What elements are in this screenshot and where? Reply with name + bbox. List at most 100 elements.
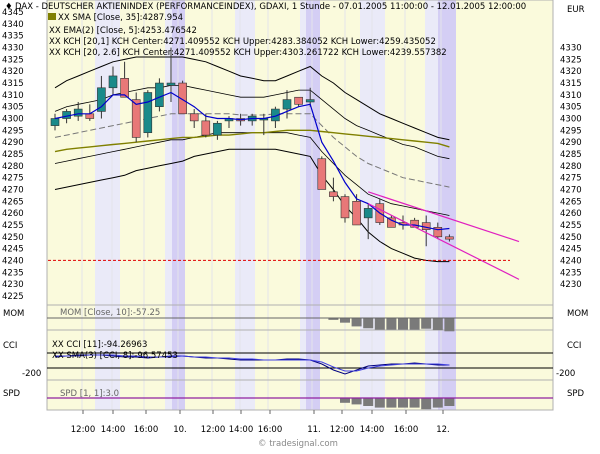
y-tick-left: 4340 bbox=[2, 20, 24, 30]
mom-bar bbox=[421, 318, 432, 329]
candle-body bbox=[108, 75, 118, 89]
spd-bar bbox=[398, 398, 408, 408]
x-tick-label: 12:00 bbox=[201, 425, 226, 435]
cci-sma-line bbox=[55, 354, 450, 372]
candle-body bbox=[155, 82, 164, 107]
y-tick-left: 4275 bbox=[2, 174, 24, 184]
pane-frames bbox=[46, 0, 554, 411]
mom-bar bbox=[386, 318, 397, 330]
y-tick-right: 4305 bbox=[560, 103, 582, 113]
y-tick-right: 4250 bbox=[560, 233, 582, 243]
spd-bar bbox=[351, 398, 362, 405]
chart-title: DAX - DEUTSCHER AKTIENINDEX (PERFORMANCE… bbox=[15, 2, 526, 12]
candle-body bbox=[305, 99, 315, 103]
x-tick-label: 12:00 bbox=[330, 425, 355, 435]
candle-body bbox=[178, 82, 187, 115]
cci-tick-left: -200 bbox=[22, 369, 41, 379]
mom-bar bbox=[409, 318, 420, 330]
spd-bar bbox=[363, 398, 374, 406]
candle-body bbox=[85, 113, 95, 119]
x-tick-label: 16:00 bbox=[258, 425, 283, 435]
y-tick-left: 4320 bbox=[2, 67, 24, 77]
y-tick-right: 4270 bbox=[560, 185, 582, 195]
y-tick-right: 4275 bbox=[560, 174, 582, 184]
candle-body bbox=[73, 108, 83, 117]
candle-body bbox=[329, 191, 338, 197]
candle-body bbox=[213, 122, 222, 136]
mom-label-right: MOM bbox=[567, 309, 588, 319]
candle-body bbox=[340, 196, 350, 219]
legend-sma: XX SMA [Close, 35]:4287.954 bbox=[58, 13, 183, 23]
y-tick-left: 4330 bbox=[2, 44, 24, 54]
x-tick-label: 10. bbox=[173, 425, 187, 435]
mom-bar bbox=[432, 318, 443, 331]
y-tick-right: 4320 bbox=[560, 67, 582, 77]
mom-bar bbox=[374, 318, 385, 330]
x-tick-label: 14:00 bbox=[360, 425, 385, 435]
y-tick-right: 4310 bbox=[560, 91, 582, 101]
mom-bar bbox=[328, 318, 339, 320]
x-tick-label: 14:00 bbox=[229, 425, 254, 435]
cci-line bbox=[54, 354, 450, 375]
y-tick-left: 4240 bbox=[2, 256, 24, 266]
spd-label-right: SPD bbox=[567, 389, 585, 399]
y-tick-left: 4260 bbox=[2, 209, 24, 219]
x-tick-label: 12:00 bbox=[71, 425, 96, 435]
trendline-0 bbox=[368, 191, 520, 243]
cci-label-left: CCI bbox=[3, 341, 17, 351]
main-legend: XX SMA [Close, 35]:4287.954 XX EMA(2) [C… bbox=[48, 13, 447, 58]
title-icon: ♦ bbox=[5, 2, 13, 12]
y-tick-right: 4290 bbox=[560, 138, 582, 148]
legend-kch2: XX KCH [20, 2.6] KCH Center:4271.409552 … bbox=[49, 48, 447, 58]
cci-legend-1: XX CCI [11]:-94.26963 bbox=[52, 340, 147, 350]
mom-bar bbox=[340, 318, 350, 323]
y-tick-left: 4255 bbox=[2, 221, 24, 231]
candle-body bbox=[352, 201, 361, 226]
spd-bar bbox=[421, 398, 432, 410]
y-tick-left: 4225 bbox=[2, 292, 24, 302]
y-tick-left: 4270 bbox=[2, 185, 24, 195]
y-tick-right: 4240 bbox=[560, 256, 582, 266]
candle-body bbox=[143, 92, 153, 134]
x-tick-label: 16:00 bbox=[394, 425, 419, 435]
spd-bar bbox=[432, 398, 443, 408]
y-tick-right: 4260 bbox=[560, 209, 582, 219]
candle-body bbox=[131, 99, 141, 138]
y-tick-right: 4255 bbox=[560, 221, 582, 231]
y-tick-right: 4235 bbox=[560, 268, 582, 278]
y-tick-left: 4290 bbox=[2, 138, 24, 148]
cci-legend-2: XX SMA(3) [CCI, 8]:-96.57453 bbox=[52, 351, 178, 361]
candle-body bbox=[363, 208, 373, 219]
spd-bar bbox=[374, 398, 385, 408]
x-tick-label: 11. bbox=[307, 425, 321, 435]
cci-label-right: CCI bbox=[567, 341, 581, 351]
mom-label-left: MOM bbox=[3, 309, 24, 319]
mom-bar bbox=[363, 318, 374, 329]
kch-upper-outer bbox=[54, 56, 450, 141]
legend-ema: XX EMA(2) [Close, 5]:4253.476542 bbox=[49, 26, 197, 36]
x-tick-label: 16:00 bbox=[134, 425, 159, 435]
y-tick-left: 4310 bbox=[2, 91, 24, 101]
y-tick-right: 4325 bbox=[560, 55, 582, 65]
mom-legend: MOM [Close, 10]:-57.25 bbox=[60, 308, 160, 318]
spd-label-left: SPD bbox=[3, 389, 21, 399]
background-bands bbox=[47, 0, 553, 410]
candle-body bbox=[166, 82, 176, 86]
band-5 bbox=[306, 0, 320, 410]
mom-bar bbox=[444, 318, 455, 332]
candle-body bbox=[62, 111, 71, 119]
spd-bar bbox=[444, 398, 455, 406]
band-8 bbox=[438, 0, 456, 410]
y-tick-left: 4280 bbox=[2, 162, 24, 172]
y-tick-left: 4250 bbox=[2, 233, 24, 243]
band-1 bbox=[165, 0, 172, 410]
y-tick-right: 4230 bbox=[560, 280, 582, 290]
trendline-1 bbox=[367, 203, 520, 280]
y-tick-right: 4295 bbox=[560, 126, 582, 136]
y-tick-left: 4295 bbox=[2, 126, 24, 136]
y-tick-left: 4345 bbox=[2, 8, 24, 18]
y-tick-right: 4300 bbox=[560, 115, 582, 125]
